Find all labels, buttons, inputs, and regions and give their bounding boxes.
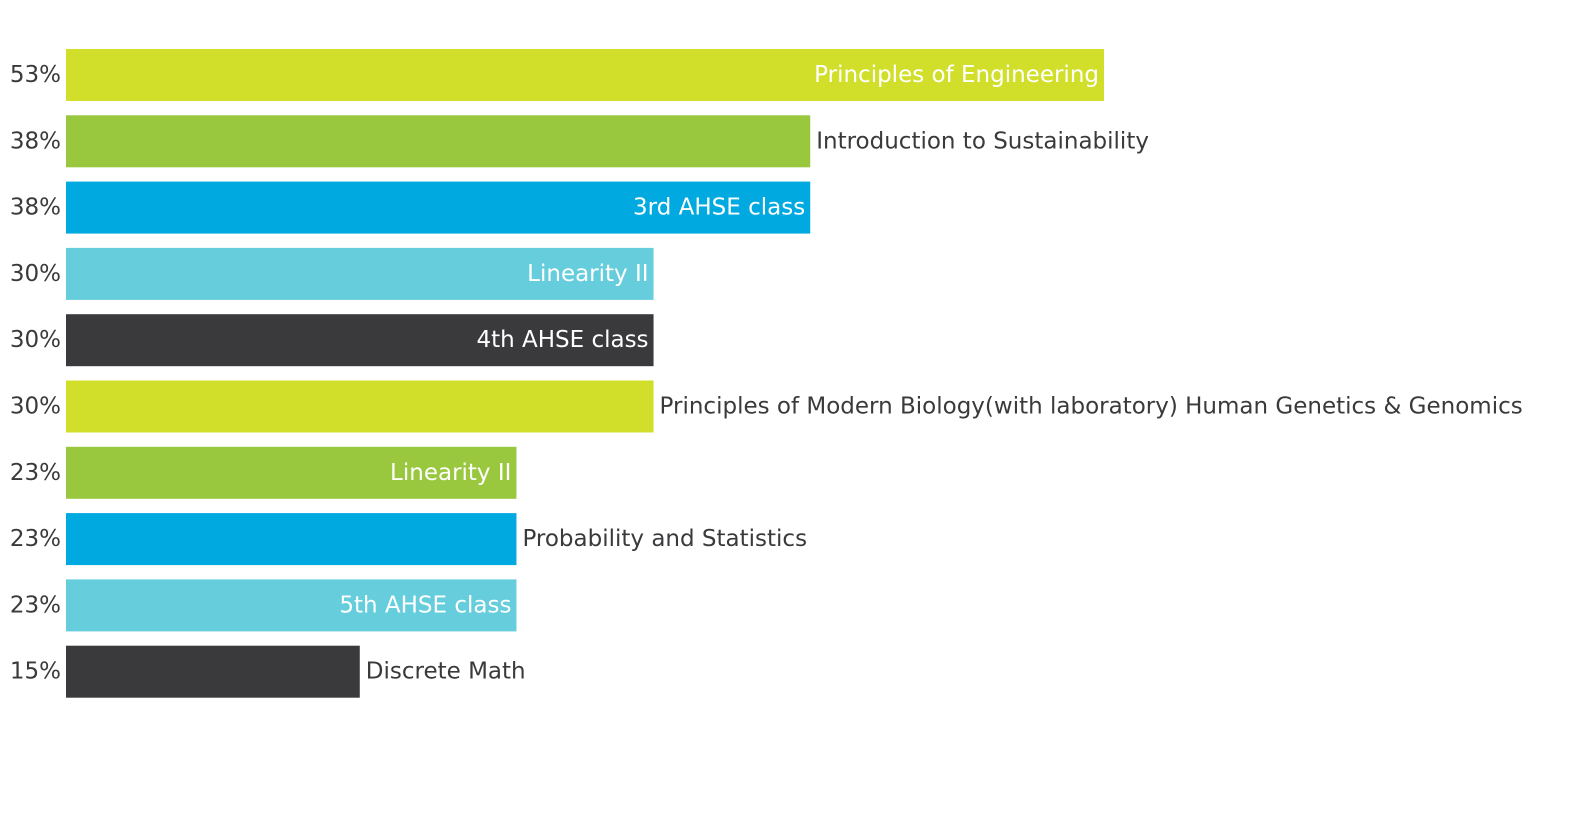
bar	[66, 579, 517, 632]
bar	[66, 115, 811, 168]
bar	[66, 645, 360, 698]
bar	[66, 247, 654, 300]
bar-label: 3rd AHSE class	[633, 195, 805, 221]
percent-label: 23%	[10, 526, 61, 552]
bar	[66, 181, 811, 234]
percent-label: 15%	[10, 659, 61, 685]
bar-row: 30% Principles of Modern Biology(with lab…	[10, 380, 1523, 433]
bar-row: 30% 4th AHSE class	[10, 314, 654, 367]
percent-label: 30%	[10, 394, 61, 420]
bar-label: Probability and Statistics	[522, 526, 807, 552]
bar-row: 38% Introduction to Sustainability	[10, 115, 1149, 168]
bar	[66, 446, 517, 499]
bar	[66, 513, 517, 566]
percent-label: 23%	[10, 592, 61, 618]
bar-label: Introduction to Sustainability	[816, 128, 1149, 154]
percent-label: 38%	[10, 195, 61, 221]
bar-label: Linearity II	[390, 460, 511, 486]
bar-label: 4th AHSE class	[476, 327, 648, 353]
bar-row: 23% 5th AHSE class	[10, 579, 517, 632]
bar-label: Principles of Engineering	[814, 62, 1099, 88]
bar-row: 23% Linearity II	[10, 446, 517, 499]
bar	[66, 49, 1104, 101]
bar-row: 30% Linearity II	[10, 247, 654, 300]
bar-row: 38% 3rd AHSE class	[10, 181, 811, 234]
bar	[66, 314, 654, 367]
bar-row: 23% Probability and Statistics	[10, 513, 807, 566]
percent-label: 53%	[10, 62, 61, 88]
bar-row: 53% Principles of Engineering	[10, 49, 1104, 101]
percent-label: 23%	[10, 460, 61, 486]
bar-label: 5th AHSE class	[339, 592, 511, 618]
bar-row: 15% Discrete Math	[10, 645, 526, 698]
percent-label: 38%	[10, 128, 61, 154]
bar-label: Principles of Modern Biology(with labora…	[660, 394, 1523, 420]
bar	[66, 380, 654, 433]
bar-label: Linearity II	[527, 261, 648, 287]
percent-label: 30%	[10, 327, 61, 353]
percent-label: 30%	[10, 261, 61, 287]
bar-label: Discrete Math	[366, 659, 526, 685]
